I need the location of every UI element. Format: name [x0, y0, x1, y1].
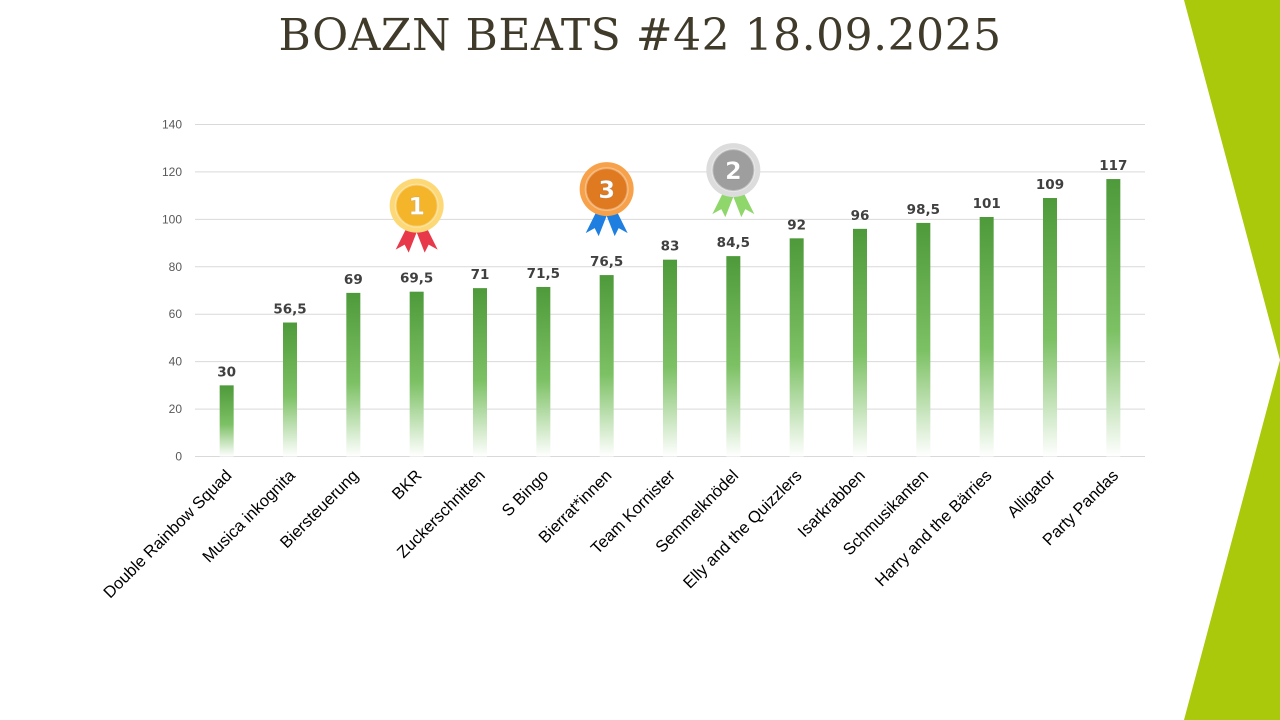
medal-rank: 2 [725, 157, 742, 185]
data-label: 83 [661, 239, 680, 255]
data-label: 117 [1099, 158, 1127, 174]
medal-disc [585, 168, 628, 211]
bar [726, 256, 741, 457]
bar [599, 275, 614, 457]
bar [283, 322, 297, 457]
silver-medal-icon: 2 [706, 143, 761, 218]
data-label: 101 [973, 196, 1001, 212]
bar [979, 216, 994, 457]
bar [473, 288, 487, 457]
bar [663, 259, 677, 457]
medal-inner-ring [584, 167, 629, 212]
data-label: 71 [471, 267, 490, 283]
y-tick-label: 20 [169, 402, 183, 416]
y-axis-ticks: 0 20 40 60 80 100 120 140 [162, 118, 182, 464]
medal-disc [395, 184, 438, 227]
data-label: 92 [787, 217, 806, 233]
bar [853, 228, 867, 457]
medal-inner-ring [711, 148, 756, 193]
bars [219, 179, 1121, 457]
medals: 1 2 3 [389, 143, 761, 253]
x-tick-label: BKR [389, 467, 426, 504]
bar [536, 286, 551, 457]
y-tick-label: 0 [175, 450, 182, 464]
bar [1043, 198, 1057, 457]
data-label: 96 [851, 208, 870, 224]
data-label: 98,5 [907, 202, 940, 218]
data-labels: 30 56,5 69 69,5 71 71,5 76,5 83 84,5 92 96 98,5 101 1… [217, 158, 1127, 380]
data-label: 69 [344, 272, 363, 288]
bar [916, 222, 931, 457]
y-tick-label: 100 [162, 212, 182, 226]
x-tick-label: Harry and the Bärries [872, 467, 996, 591]
data-label: 69,5 [400, 271, 433, 287]
data-label: 109 [1036, 177, 1064, 193]
x-tick-label: Alligator [1004, 466, 1059, 521]
bar [346, 292, 361, 457]
medal-rank: 3 [598, 176, 615, 204]
x-tick-label: Double Rainbow Squad [100, 467, 235, 602]
y-tick-label: 40 [169, 355, 183, 369]
medal-rank: 1 [408, 193, 425, 221]
accent-shape [1184, 0, 1280, 720]
y-tick-label: 80 [169, 260, 183, 274]
data-label: 71,5 [527, 266, 560, 282]
data-label: 84,5 [717, 235, 750, 251]
x-tick-label: Elly and the Quizzlers [680, 467, 806, 593]
data-label: 30 [217, 364, 236, 380]
data-label: 56,5 [273, 302, 306, 318]
data-label: 76,5 [590, 254, 623, 270]
x-tick-label: S Bingo [499, 467, 553, 521]
bar [409, 291, 424, 457]
medal-disc [712, 149, 755, 192]
y-tick-label: 60 [169, 307, 183, 321]
bar [789, 238, 804, 457]
page-title: BOAZN BEATS #42 18.09.2025 [278, 10, 1002, 61]
bar [1106, 179, 1121, 457]
bronze-medal-icon: 3 [579, 162, 634, 237]
y-tick-label: 140 [162, 118, 182, 132]
y-tick-label: 120 [162, 165, 182, 179]
medal-inner-ring [394, 183, 439, 228]
gold-medal-icon: 1 [389, 178, 444, 253]
bar [219, 385, 234, 457]
